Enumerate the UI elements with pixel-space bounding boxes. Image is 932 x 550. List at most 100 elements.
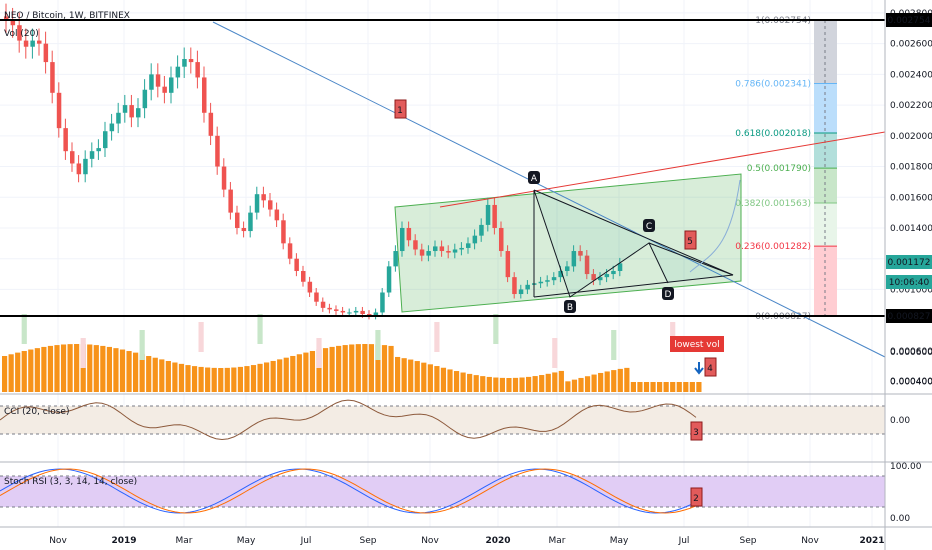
volume-bar xyxy=(657,382,663,392)
annotations: A B C D 1 5 4 3 2 lowest vol xyxy=(394,99,724,507)
volume-bar xyxy=(670,382,676,392)
fib-retracement: 1(0.002754)0.786(0.002341)0.618(0.002018… xyxy=(735,16,837,322)
candle-body xyxy=(439,246,445,252)
candle-body xyxy=(162,86,167,93)
symbol-title: NEO / Bitcoin, 1W, BITFINEX xyxy=(4,11,130,21)
pattern-point-A: A xyxy=(531,174,538,184)
candle-body xyxy=(103,131,108,149)
volume-bar xyxy=(185,365,191,392)
candle-body xyxy=(301,270,306,282)
fib-label-0.236: 0.236(0.001282) xyxy=(735,242,811,252)
candle-body xyxy=(485,204,491,225)
price-tag-bg xyxy=(886,13,932,27)
volume-bar xyxy=(41,346,47,392)
candle-body xyxy=(367,314,372,316)
volume-bar xyxy=(34,348,40,392)
volume-bar xyxy=(395,356,401,392)
volume-bar xyxy=(21,351,27,392)
candle-body xyxy=(175,66,181,78)
candle-body xyxy=(221,166,227,190)
candle-body xyxy=(334,309,339,311)
volume-bar xyxy=(8,354,14,392)
stoch-label: Stoch RSI (3, 3, 14, 14, close) xyxy=(4,477,137,487)
volume-bar xyxy=(696,382,702,392)
candle-body xyxy=(241,227,247,232)
lowest-vol-bg xyxy=(670,336,724,352)
volume-bar xyxy=(499,377,505,392)
projection-curve xyxy=(689,179,741,273)
volume-bar xyxy=(676,382,682,392)
volume-bar xyxy=(342,345,348,392)
cci-label: CCI (20, close) xyxy=(4,407,69,417)
candle-body xyxy=(406,227,412,241)
candle-body xyxy=(155,74,161,87)
pattern-point-D: D xyxy=(665,290,672,300)
price-tick-label: 0.001000 xyxy=(890,285,932,295)
volume-bar xyxy=(60,344,67,392)
volume-bar xyxy=(565,381,571,392)
volume-bar xyxy=(401,358,407,392)
volume-bar-faint xyxy=(139,330,145,360)
candle-body xyxy=(195,62,200,78)
volume-bar xyxy=(578,377,584,392)
volume-bar xyxy=(126,351,132,392)
candle-body xyxy=(518,289,524,295)
annotation-box xyxy=(704,357,717,377)
volume-bars xyxy=(2,314,702,392)
volume-bar xyxy=(368,344,374,392)
candle-body xyxy=(89,151,95,159)
candle-body xyxy=(551,277,557,281)
volume-bar xyxy=(650,382,656,392)
volume-bar xyxy=(598,372,604,392)
volume-bar xyxy=(467,373,473,392)
volume-bar xyxy=(178,363,185,392)
candle-body xyxy=(565,266,570,271)
fib-zone-0.618 xyxy=(814,133,837,169)
candle-body xyxy=(23,40,29,47)
volume-bar-faint xyxy=(552,338,558,368)
price-tag-label: 10:06:40 xyxy=(889,278,930,288)
stoch-tick-label: 0.00 xyxy=(890,514,910,524)
price-tag-label: 0.001172 xyxy=(888,258,931,268)
candle-body xyxy=(413,240,418,250)
candle-body xyxy=(50,62,55,93)
pattern-fill xyxy=(534,190,733,297)
price-tag-label: 0.002754 xyxy=(888,16,931,26)
fib-zone-0.236 xyxy=(814,246,837,316)
candle-body xyxy=(136,108,141,118)
candle-body xyxy=(604,274,610,278)
candle-body xyxy=(459,247,464,250)
volume-bar xyxy=(355,344,361,392)
stoch-tick-label: 100.00 xyxy=(890,462,922,472)
candle-body xyxy=(327,307,332,310)
fib-zone-0.5 xyxy=(814,168,837,203)
volume-bar xyxy=(552,372,558,392)
volume-bar xyxy=(336,345,342,392)
candle-body xyxy=(584,255,590,275)
candle-body xyxy=(426,251,431,256)
volume-bar xyxy=(2,356,8,392)
annotation-number: 4 xyxy=(707,364,713,374)
volume-bar xyxy=(100,345,106,392)
volume-bar xyxy=(545,373,551,392)
volume-bar xyxy=(257,363,263,392)
ascending-trendline xyxy=(439,131,886,208)
candle-body xyxy=(340,310,346,313)
volume-bar xyxy=(381,345,388,392)
candle-body xyxy=(142,89,148,109)
volume-bar xyxy=(224,367,230,392)
candle-body xyxy=(314,292,319,302)
pattern-point-C: C xyxy=(646,222,652,232)
candle-body xyxy=(248,212,253,232)
candle-body xyxy=(129,105,134,118)
volume-bar xyxy=(526,376,532,392)
volume-bar xyxy=(584,376,591,392)
time-axis[interactable]: Nov 2019 Mar May Jul Sep Nov 2020 Mar May Jul Sep No… xyxy=(49,536,884,546)
candle-body xyxy=(228,189,233,213)
volume-bar-faint xyxy=(316,338,322,368)
volume-bar xyxy=(231,367,237,392)
volume-bar xyxy=(47,345,54,392)
candle-body xyxy=(452,249,458,253)
volume-bar xyxy=(250,365,257,392)
